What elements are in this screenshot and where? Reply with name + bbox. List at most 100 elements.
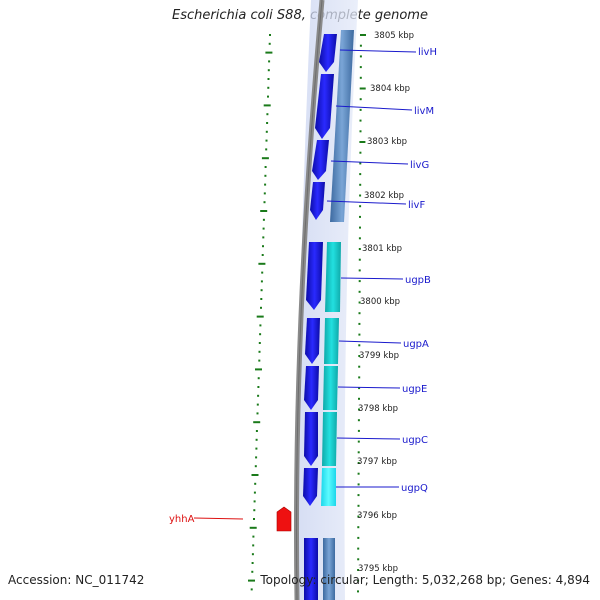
- scale-tick-minor: [357, 547, 360, 550]
- gene-label-ugpE: ugpE: [402, 384, 427, 395]
- scale-tick-minor: [359, 76, 362, 79]
- gene-livH: [319, 34, 337, 72]
- scale-labels: 3805 kbp 3804 kbp 3803 kbp 3802 kbp 3801…: [357, 31, 414, 574]
- inner-tick-minor: [260, 298, 263, 300]
- scale-tick-minor: [357, 451, 360, 454]
- inner-tick-minor: [258, 342, 261, 344]
- inner-tick-minor: [252, 535, 255, 538]
- gene-ugpE: [323, 366, 338, 410]
- inner-tick-minor: [265, 148, 268, 151]
- scale-tick-minor: [358, 376, 361, 379]
- inner-tick-minor: [269, 34, 271, 36]
- scale-tick-minor: [357, 483, 360, 486]
- scale-tick-minor: [359, 183, 362, 186]
- scale-tick-minor: [358, 344, 361, 347]
- scale-tick-minor: [359, 98, 362, 101]
- inner-tick-minor: [256, 403, 259, 406]
- inner-tick-major: [261, 157, 269, 160]
- scale-tick-minor: [357, 494, 360, 497]
- inner-tick-minor: [264, 174, 267, 177]
- inner-tick-major: [253, 421, 261, 424]
- gene-labels: livH livM livG livF ugpB ugpA ugpE ugpC …: [401, 47, 437, 494]
- scale-label: 3795 kbp: [358, 564, 398, 574]
- scale-tick-minor: [357, 504, 360, 507]
- inner-tick-minor: [256, 412, 259, 415]
- inner-tick-minor: [261, 254, 264, 256]
- inner-tick-minor: [267, 86, 270, 89]
- inner-tick-minor: [267, 78, 270, 80]
- inner-tick-minor: [267, 69, 270, 72]
- scale-tick-minor: [358, 333, 361, 336]
- gene-label-ugpB: ugpB: [405, 275, 431, 286]
- scale-ticks-left: [248, 34, 273, 591]
- scale-tick-minor: [359, 66, 362, 69]
- accession-text: Accession: NC_011742: [8, 573, 145, 587]
- gene-yhhA: [276, 506, 292, 532]
- inner-tick-minor: [250, 588, 253, 591]
- inner-tick-minor: [257, 377, 260, 380]
- scale-tick-minor: [358, 322, 361, 325]
- inner-tick-minor: [251, 570, 254, 573]
- gene-label-livF: livF: [408, 200, 425, 211]
- inner-tick-major: [256, 315, 264, 318]
- gene-blue-c: [304, 366, 319, 410]
- scale-tick-minor: [358, 280, 361, 283]
- gene-blue-f: [304, 538, 318, 600]
- scale-tick-minor: [358, 269, 361, 272]
- gene-label-ugpC: ugpC: [402, 435, 428, 446]
- inner-tick-major: [255, 368, 262, 371]
- scale-label: 3800 kbp: [360, 297, 400, 307]
- inner-tick-major: [248, 579, 255, 582]
- gene-livM: [315, 74, 334, 139]
- inner-tick-minor: [266, 113, 269, 116]
- inner-tick-minor: [263, 201, 266, 204]
- scale-tick-minor: [359, 44, 362, 47]
- inner-tick-minor: [268, 42, 271, 45]
- inner-tick-minor: [259, 324, 262, 327]
- scale-tick-minor: [357, 515, 360, 518]
- inner-tick-minor: [261, 271, 264, 274]
- scale-tick-minor: [357, 472, 360, 475]
- gene-steel-lower: [323, 538, 335, 600]
- scale-tick-minor: [357, 440, 360, 443]
- scale-tick-minor: [359, 226, 361, 229]
- scale-tick-minor: [358, 237, 361, 240]
- scale-tick-minor: [359, 205, 362, 208]
- scale-tick-minor: [357, 579, 360, 582]
- scale-tick-minor: [358, 301, 361, 304]
- inner-tick-minor: [262, 218, 265, 221]
- inner-tick-minor: [254, 482, 257, 485]
- scale-tick-minor: [357, 526, 360, 529]
- inner-tick-minor: [253, 500, 256, 503]
- scale-label: 3805 kbp: [374, 31, 414, 41]
- inner-tick-minor: [262, 227, 265, 230]
- scale-tick-minor: [359, 215, 361, 218]
- inner-tick-minor: [253, 518, 255, 520]
- inner-tick-minor: [264, 166, 267, 168]
- scale-tick-minor: [358, 248, 361, 250]
- gene-blue-b: [305, 318, 320, 364]
- inner-tick-minor: [260, 280, 263, 283]
- inner-tick-minor: [262, 245, 264, 248]
- scale-tick-minor: [357, 569, 360, 571]
- yhhA-leader: [193, 517, 244, 520]
- gene-label-leaders: [326, 49, 417, 488]
- map-title: Escherichia coli S88, complete genome: [172, 8, 428, 23]
- gene-ugpA: [324, 318, 339, 364]
- inner-tick-minor: [255, 438, 258, 441]
- gene-blue-a: [306, 242, 323, 310]
- scale-tick-minor: [358, 408, 360, 411]
- inner-tick-minor: [255, 447, 258, 450]
- scale-label: 3796 kbp: [357, 511, 397, 521]
- inner-tick-minor: [251, 562, 254, 564]
- inner-tick-minor: [255, 456, 258, 459]
- scale-label: 3797 kbp: [357, 457, 397, 467]
- inner-tick-minor: [265, 130, 268, 133]
- gene-label-ugpA: ugpA: [403, 339, 429, 350]
- gene-label-ugpQ: ugpQ: [401, 483, 428, 494]
- gene-livG: [312, 140, 329, 180]
- inner-tick-minor: [257, 394, 260, 397]
- inner-tick-minor: [251, 553, 254, 556]
- scale-tick-minor: [358, 355, 361, 357]
